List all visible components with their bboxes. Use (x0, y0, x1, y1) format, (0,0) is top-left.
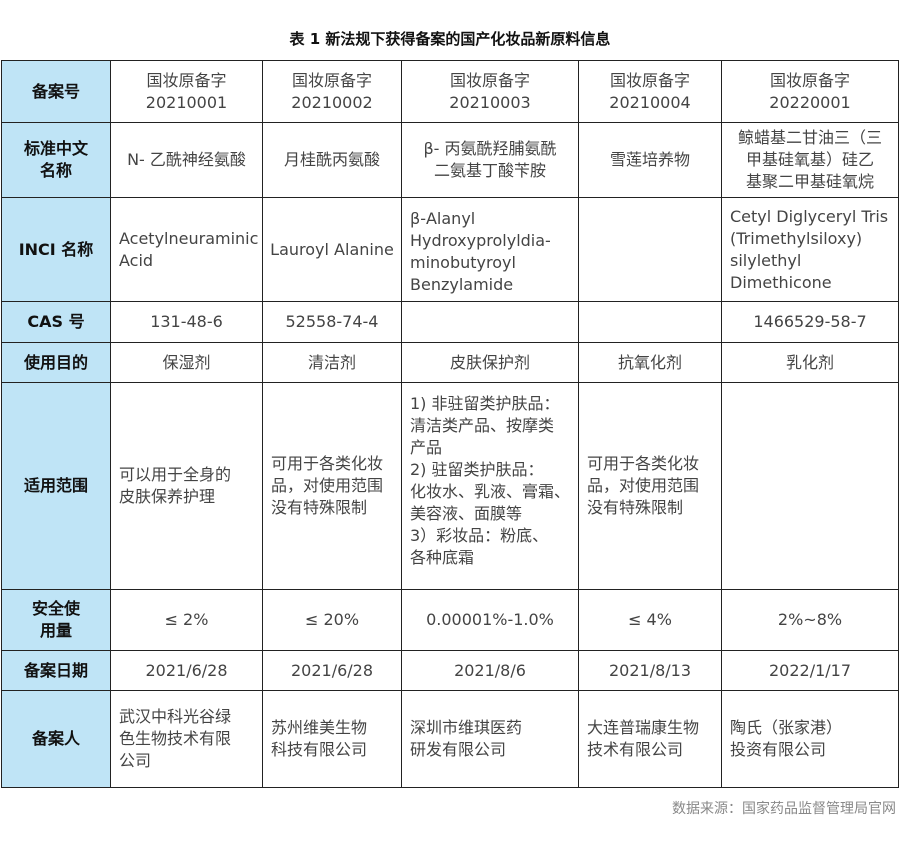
table-cell: 52558-74-4 (262, 301, 402, 343)
table-cell: 皮肤保护剂 (401, 342, 579, 383)
table-row-filing-date: 备案日期 2021/6/28 2021/6/28 2021/8/6 2021/8/13 2… (1, 650, 899, 691)
row-header: INCI 名称 (1, 197, 111, 302)
table-row-cas-number: CAS 号 131-48-6 52558-74-4 1466529-58-7 (1, 301, 899, 343)
table-cell: ≤ 4% (578, 589, 722, 651)
row-header: CAS 号 (1, 301, 111, 343)
table-row-inci-name: INCI 名称 Acetylneuraminic Acid Lauroyl Alan… (1, 197, 899, 302)
table-cell: 可用于各类化妆 品，对使用范围 没有特殊限制 (578, 382, 722, 590)
table-cell (578, 197, 722, 302)
row-header: 备案人 (1, 690, 111, 788)
table-cell: β-Alanyl Hydroxyprolyldia- minobutyroyl … (401, 197, 579, 302)
table-cell: 2021/8/13 (578, 650, 722, 691)
table-cell: N- 乙酰神经氨酸 (110, 122, 263, 198)
table-cell: 2021/6/28 (110, 650, 263, 691)
table-cell: Acetylneuraminic Acid (110, 197, 263, 302)
table-cell: 抗氧化剂 (578, 342, 722, 383)
table-cell: 月桂酰丙氨酸 (262, 122, 402, 198)
table-cell: ≤ 20% (262, 589, 402, 651)
table-cell: 保湿剂 (110, 342, 263, 383)
row-header: 备案日期 (1, 650, 111, 691)
table-title: 表 1 新法规下获得备案的国产化妆品新原料信息 (289, 30, 611, 48)
row-header: 使用目的 (1, 342, 111, 383)
table-cell: 可用于各类化妆 品，对使用范围 没有特殊限制 (262, 382, 402, 590)
table-row-chinese-name: 标准中文 名称 N- 乙酰神经氨酸 月桂酰丙氨酸 β- 丙氨酰羟脯氨酰 二氨基丁酸苄胺… (1, 122, 899, 198)
table-cell: 2021/6/28 (262, 650, 402, 691)
table-row-applicant: 备案人 武汉中科光谷绿 色生物技术有限 公司 苏州维美生物 科技有限公司 深圳市维琪医… (1, 690, 899, 788)
table-cell: 国妆原备字 20210004 (578, 60, 722, 123)
new-ingredients-table: 备案号 国妆原备字 20210001 国妆原备字 20210002 国妆原备字 202… (1, 60, 899, 788)
source-note: 数据来源：国家药品监督管理局官网 (672, 801, 896, 817)
table-cell: 国妆原备字 20210001 (110, 60, 263, 123)
table-cell (401, 301, 579, 343)
row-header: 标准中文 名称 (1, 122, 111, 198)
table-cell: 国妆原备字 20220001 (721, 60, 899, 123)
table-cell: 武汉中科光谷绿 色生物技术有限 公司 (110, 690, 263, 788)
row-header: 备案号 (1, 60, 111, 123)
table-cell: 国妆原备字 20210003 (401, 60, 579, 123)
table-cell (721, 382, 899, 590)
table-cell: ≤ 2% (110, 589, 263, 651)
table-cell: 可以用于全身的 皮肤保养护理 (110, 382, 263, 590)
table-cell: 乳化剂 (721, 342, 899, 383)
table-cell: 雪莲培养物 (578, 122, 722, 198)
table-cell: 陶氏（张家港） 投资有限公司 (721, 690, 899, 788)
table-row-purpose: 使用目的 保湿剂 清洁剂 皮肤保护剂 抗氧化剂 乳化剂 (1, 342, 899, 383)
table-cell: 国妆原备字 20210002 (262, 60, 402, 123)
table-row-safe-dosage: 安全使 用量 ≤ 2% ≤ 20% 0.00001%-1.0% ≤ 4% 2%~8% (1, 589, 899, 651)
row-header: 安全使 用量 (1, 589, 111, 651)
table-cell: 深圳市维琪医药 研发有限公司 (401, 690, 579, 788)
table-cell: β- 丙氨酰羟脯氨酰 二氨基丁酸苄胺 (401, 122, 579, 198)
table-cell: Lauroyl Alanine (262, 197, 402, 302)
table-cell: 清洁剂 (262, 342, 402, 383)
table-row-scope: 适用范围 可以用于全身的 皮肤保养护理 可用于各类化妆 品，对使用范围 没有特殊限制… (1, 382, 899, 590)
table-cell: 2%~8% (721, 589, 899, 651)
table-cell: 大连普瑞康生物 技术有限公司 (578, 690, 722, 788)
row-header: 适用范围 (1, 382, 111, 590)
table-cell: 2022/1/17 (721, 650, 899, 691)
table-cell: 1) 非驻留类护肤品： 清洁类产品、按摩类 产品 2) 驻留类护肤品： 化妆水、… (401, 382, 579, 590)
table-cell: 1466529-58-7 (721, 301, 899, 343)
table-cell (578, 301, 722, 343)
table-cell: 131-48-6 (110, 301, 263, 343)
table-row-filing-number: 备案号 国妆原备字 20210001 国妆原备字 20210002 国妆原备字 202… (1, 60, 899, 123)
table-cell: Cetyl Diglyceryl Tris (Trimethylsiloxy) … (721, 197, 899, 302)
table-cell: 0.00001%-1.0% (401, 589, 579, 651)
table-cell: 2021/8/6 (401, 650, 579, 691)
table-cell: 苏州维美生物 科技有限公司 (262, 690, 402, 788)
table-cell: 鲸蜡基二甘油三（三 甲基硅氧基）硅乙 基聚二甲基硅氧烷 (721, 122, 899, 198)
